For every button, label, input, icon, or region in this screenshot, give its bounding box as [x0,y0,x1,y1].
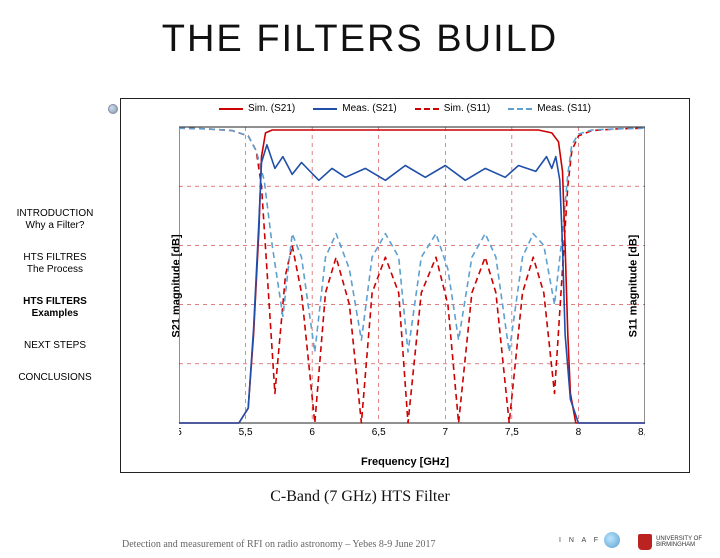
svg-text:7: 7 [443,427,449,438]
sidebar-sub: The Process [0,264,110,276]
svg-text:6,5: 6,5 [372,427,386,438]
sidebar-item-next: NEXT STEPS [0,340,110,352]
svg-text:7,5: 7,5 [505,427,519,438]
birmingham-logo: UNIVERSITY OFBIRMINGHAM [638,534,702,550]
svg-text:8,5: 8,5 [638,427,645,438]
bullet-icon [108,104,118,114]
inaf-text: I N A F [559,537,601,544]
chart-legend: Sim. (S21) Meas. (S21) Sim. (S11) Meas. … [121,103,689,114]
x-axis-label: Frequency [GHz] [121,456,689,468]
sidebar-item-process: HTS FILTRESThe Process [0,252,110,276]
sidebar: INTRODUCTIONWhy a Filter? HTS FILTRESThe… [0,208,110,404]
chart-caption: C-Band (7 GHz) HTS Filter [0,488,720,506]
inaf-logo: I N A F [559,532,620,548]
legend-swatch [313,108,337,110]
sidebar-main: INTRODUCTION [0,208,110,220]
chart-container: Sim. (S21) Meas. (S21) Sim. (S11) Meas. … [120,98,690,473]
legend-item: Meas. (S21) [313,103,396,114]
chart-plot: 55,566,577,588,50,00-0,2-10-0,4-20-0,6-3… [179,121,645,441]
legend-label: Meas. (S11) [537,103,591,114]
inaf-icon [604,532,620,548]
sidebar-item-examples: HTS FILTERSExamples [0,296,110,320]
sidebar-main: NEXT STEPS [0,340,110,352]
legend-label: Meas. (S21) [342,103,396,114]
legend-swatch [508,108,532,110]
sidebar-sub: Examples [0,308,110,320]
sidebar-main: HTS FILTRES [0,252,110,264]
svg-text:8: 8 [576,427,582,438]
legend-label: Sim. (S11) [444,103,491,114]
legend-item: Meas. (S11) [508,103,591,114]
sidebar-item-intro: INTRODUCTIONWhy a Filter? [0,208,110,232]
legend-item: Sim. (S11) [415,103,491,114]
legend-swatch [415,108,439,110]
ub-line2: BIRMINGHAM [656,542,702,548]
sidebar-main: CONCLUSIONS [0,372,110,384]
shield-icon [638,534,652,550]
legend-item: Sim. (S21) [219,103,295,114]
page-title: THE FILTERS BUILD [0,18,720,61]
sidebar-item-conclusions: CONCLUSIONS [0,372,110,384]
svg-text:5: 5 [179,427,182,438]
svg-text:6: 6 [309,427,315,438]
svg-text:5,5: 5,5 [239,427,253,438]
legend-swatch [219,108,243,110]
legend-label: Sim. (S21) [248,103,295,114]
footer-text: Detection and measurement of RFI on radi… [122,539,436,550]
sidebar-sub: Why a Filter? [0,220,110,232]
sidebar-main: HTS FILTERS [0,296,110,308]
